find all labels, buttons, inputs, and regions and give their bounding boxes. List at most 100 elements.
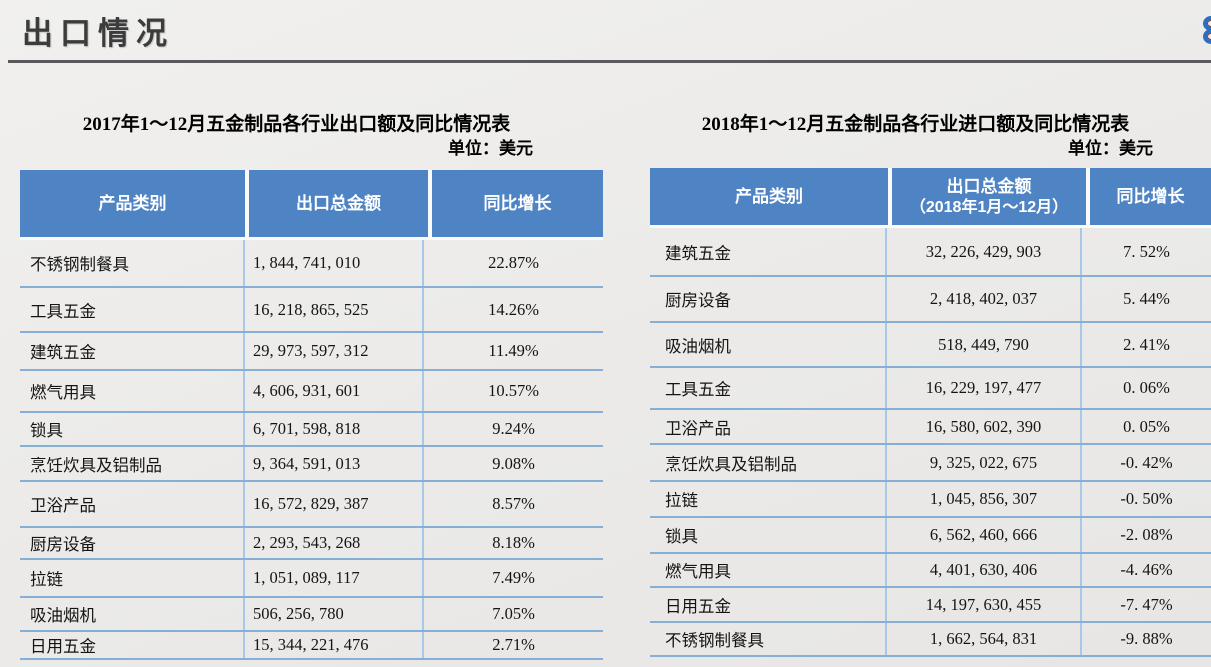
category-cell: 拉链 bbox=[20, 560, 245, 596]
growth-cell: -9. 88% bbox=[1120, 629, 1173, 648]
amount-cell: 506, 256, 780 bbox=[245, 598, 424, 630]
category-cell: 卫浴产品 bbox=[20, 482, 245, 526]
category-cell: 吸油烟机 bbox=[20, 598, 245, 630]
header-export-total-line1: 出口总金额 bbox=[946, 176, 1032, 196]
export-table-2017: 2017年1～12月五金制品各行业出口额及同比情况表 单位：美元 产品类别 出口… bbox=[20, 112, 603, 660]
growth-cell: 5. 44% bbox=[1123, 289, 1170, 308]
amount-cell: 1, 045, 856, 307 bbox=[887, 482, 1082, 516]
category-cell: 建筑五金 bbox=[20, 333, 245, 369]
table-title-2017: 2017年1～12月五金制品各行业出口额及同比情况表 bbox=[82, 114, 511, 135]
table-row: 卫浴产品 16, 580, 602, 390 0. 05% bbox=[650, 410, 1211, 445]
category-cell: 工具五金 bbox=[20, 288, 245, 331]
amount-cell: 16, 229, 197, 477 bbox=[887, 368, 1082, 408]
table-row: 锁具 6, 701, 598, 818 9.24% bbox=[20, 413, 603, 447]
category-cell: 不锈钢制餐具 bbox=[650, 623, 887, 655]
amount-cell: 15, 344, 221, 476 bbox=[245, 632, 424, 658]
growth-cell: 22.87% bbox=[488, 253, 539, 272]
rings-icon bbox=[1203, 16, 1211, 44]
growth-cell: 7. 52% bbox=[1123, 241, 1170, 261]
header-export-total-line2: （2018年1月～12月） bbox=[909, 198, 1069, 216]
growth-cell: 0. 05% bbox=[1123, 416, 1170, 436]
category-cell: 锁具 bbox=[20, 413, 245, 445]
growth-cell: 2. 41% bbox=[1123, 334, 1170, 354]
category-cell: 烹饪炊具及铝制品 bbox=[20, 447, 245, 480]
category-cell: 建筑五金 bbox=[650, 228, 887, 275]
growth-cell: -0. 42% bbox=[1120, 452, 1173, 472]
category-cell: 厨房设备 bbox=[650, 277, 887, 321]
amount-cell: 14, 197, 630, 455 bbox=[887, 588, 1082, 621]
amount-cell: 9, 364, 591, 013 bbox=[245, 447, 424, 480]
table-body-2018: 建筑五金 32, 226, 429, 903 7. 52% 厨房设备 2, 418, 4… bbox=[650, 228, 1211, 657]
growth-cell: 7.49% bbox=[492, 568, 535, 587]
table-row: 吸油烟机 518, 449, 790 2. 41% bbox=[650, 323, 1211, 368]
amount-cell: 9, 325, 022, 675 bbox=[887, 445, 1082, 480]
page-title: 出口情况 bbox=[22, 16, 174, 51]
amount-cell: 2, 293, 543, 268 bbox=[245, 528, 424, 558]
amount-cell: 29, 973, 597, 312 bbox=[245, 333, 424, 369]
table-row: 日用五金 15, 344, 221, 476 2.71% bbox=[20, 632, 603, 660]
table-unit-2018: 单位：美元 bbox=[1068, 139, 1153, 158]
growth-cell: 8.57% bbox=[492, 494, 535, 513]
growth-cell: 8.18% bbox=[492, 533, 535, 552]
table-body-2017: 不锈钢制餐具 1, 844, 741, 010 22.87% 工具五金 16, 218,… bbox=[20, 240, 603, 660]
category-cell: 日用五金 bbox=[650, 588, 887, 621]
table-row: 燃气用具 4, 401, 630, 406 -4. 46% bbox=[650, 554, 1211, 588]
header-yoy-growth: 同比增长 bbox=[432, 170, 603, 237]
category-cell: 卫浴产品 bbox=[650, 410, 887, 443]
table-row: 拉链 1, 045, 856, 307 -0. 50% bbox=[650, 482, 1211, 518]
table-title-2018: 2018年1～12月五金制品各行业进口额及同比情况表 bbox=[701, 114, 1130, 135]
import-table-2018: 2018年1～12月五金制品各行业进口额及同比情况表 单位：美元 产品类别 出口… bbox=[650, 112, 1211, 657]
header-product-category: 产品类别 bbox=[20, 170, 245, 237]
amount-cell: 16, 580, 602, 390 bbox=[887, 410, 1082, 443]
table-row: 锁具 6, 562, 460, 666 -2. 08% bbox=[650, 518, 1211, 554]
amount-cell: 16, 218, 865, 525 bbox=[245, 288, 424, 331]
ring-bottom-icon bbox=[1203, 29, 1211, 44]
amount-cell: 2, 418, 402, 037 bbox=[887, 277, 1082, 321]
header-yoy-growth: 同比增长 bbox=[1090, 168, 1211, 225]
category-cell: 燃气用具 bbox=[650, 554, 887, 586]
amount-cell: 4, 606, 931, 601 bbox=[245, 371, 424, 411]
growth-cell: 7.05% bbox=[492, 604, 535, 623]
growth-cell: 10.57% bbox=[488, 381, 539, 400]
table-row: 拉链 1, 051, 089, 117 7.49% bbox=[20, 560, 603, 598]
table-row: 工具五金 16, 218, 865, 525 14.26% bbox=[20, 288, 603, 333]
amount-cell: 1, 051, 089, 117 bbox=[245, 560, 424, 596]
category-cell: 锁具 bbox=[650, 518, 887, 552]
growth-cell: 9.08% bbox=[492, 453, 535, 473]
category-cell: 不锈钢制餐具 bbox=[20, 240, 245, 286]
table-header-2018: 产品类别 出口总金额 （2018年1月～12月） 同比增长 bbox=[650, 168, 1211, 228]
category-cell: 日用五金 bbox=[20, 632, 245, 658]
growth-cell: 0. 06% bbox=[1123, 378, 1170, 397]
growth-cell: 11.49% bbox=[488, 341, 539, 360]
table-row: 燃气用具 4, 606, 931, 601 10.57% bbox=[20, 371, 603, 413]
amount-cell: 1, 662, 564, 831 bbox=[887, 623, 1082, 655]
amount-cell: 4, 401, 630, 406 bbox=[887, 554, 1082, 586]
growth-cell: 9.24% bbox=[492, 419, 535, 438]
growth-cell: -7. 47% bbox=[1120, 594, 1173, 614]
table-unit-2017: 单位：美元 bbox=[448, 139, 533, 158]
header-product-category: 产品类别 bbox=[650, 168, 888, 225]
table-row: 工具五金 16, 229, 197, 477 0. 06% bbox=[650, 368, 1211, 410]
header-export-total-dated: 出口总金额 （2018年1月～12月） bbox=[892, 168, 1086, 225]
amount-cell: 6, 701, 598, 818 bbox=[245, 413, 424, 445]
category-cell: 烹饪炊具及铝制品 bbox=[650, 445, 887, 480]
growth-cell: 14.26% bbox=[488, 299, 539, 319]
table-row: 日用五金 14, 197, 630, 455 -7. 47% bbox=[650, 588, 1211, 623]
table-row: 建筑五金 29, 973, 597, 312 11.49% bbox=[20, 333, 603, 371]
category-cell: 燃气用具 bbox=[20, 371, 245, 411]
table-row: 不锈钢制餐具 1, 844, 741, 010 22.87% bbox=[20, 240, 603, 288]
growth-cell: -2. 08% bbox=[1120, 525, 1173, 544]
table-row: 烹饪炊具及铝制品 9, 325, 022, 675 -0. 42% bbox=[650, 445, 1211, 482]
growth-cell: -0. 50% bbox=[1120, 489, 1173, 508]
table-row: 厨房设备 2, 293, 543, 268 8.18% bbox=[20, 528, 603, 560]
amount-cell: 1, 844, 741, 010 bbox=[245, 240, 424, 286]
amount-cell: 16, 572, 829, 387 bbox=[245, 482, 424, 526]
table-row: 烹饪炊具及铝制品 9, 364, 591, 013 9.08% bbox=[20, 447, 603, 482]
category-cell: 工具五金 bbox=[650, 368, 887, 408]
table-row: 吸油烟机 506, 256, 780 7.05% bbox=[20, 598, 603, 632]
table-row: 不锈钢制餐具 1, 662, 564, 831 -9. 88% bbox=[650, 623, 1211, 657]
table-row: 厨房设备 2, 418, 402, 037 5. 44% bbox=[650, 277, 1211, 323]
amount-cell: 6, 562, 460, 666 bbox=[887, 518, 1082, 552]
title-underline bbox=[8, 60, 1211, 63]
